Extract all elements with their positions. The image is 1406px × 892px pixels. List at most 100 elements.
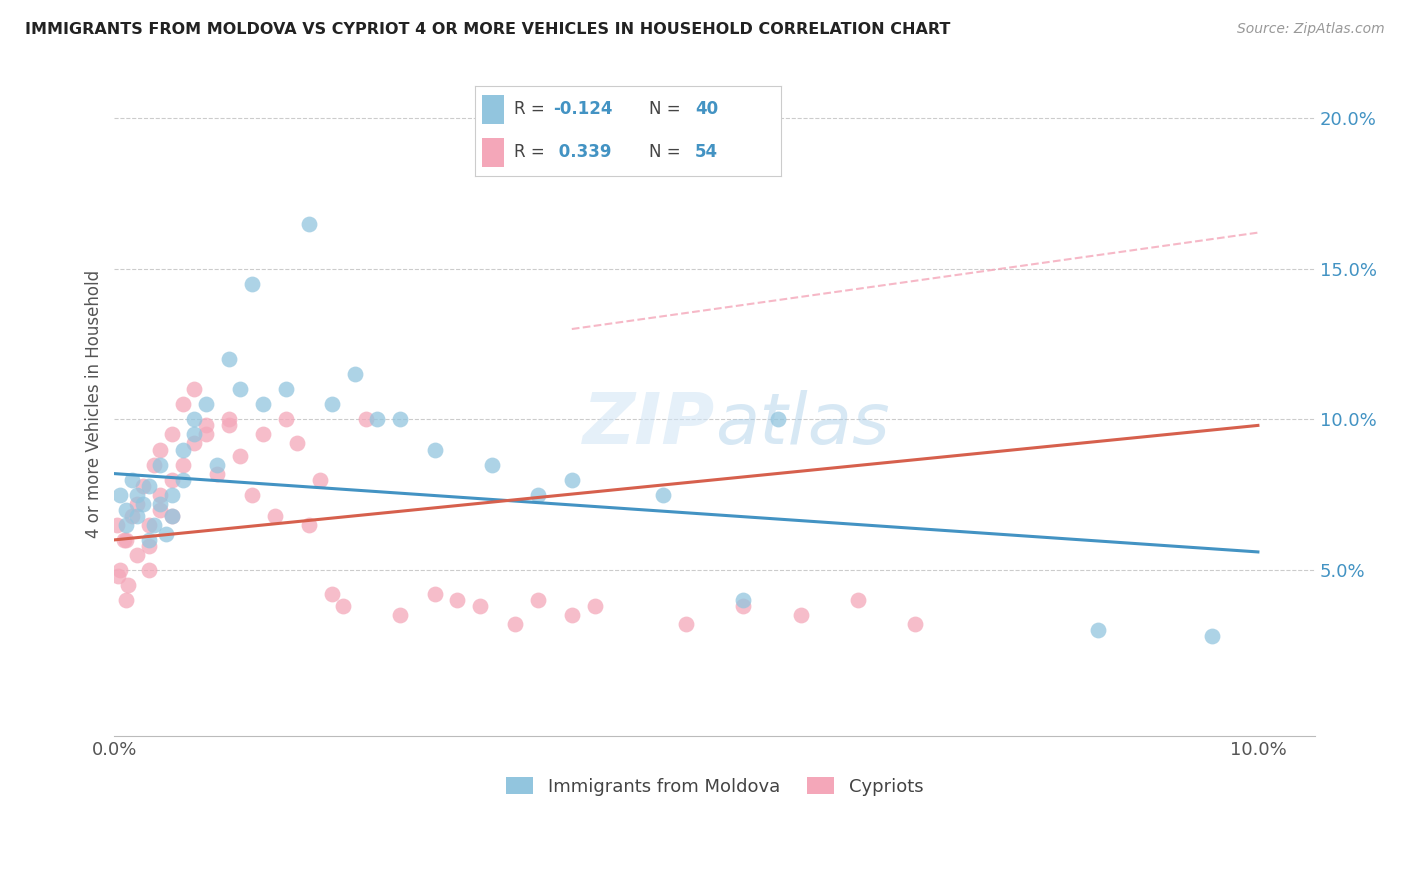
Point bbox=[127, 497, 149, 511]
Point bbox=[108, 563, 131, 577]
Point bbox=[389, 412, 412, 426]
Point bbox=[107, 569, 129, 583]
Point bbox=[263, 508, 285, 523]
Point bbox=[583, 599, 606, 614]
Point bbox=[149, 502, 172, 516]
Text: ZIP: ZIP bbox=[582, 390, 714, 458]
Point bbox=[160, 473, 183, 487]
Point bbox=[561, 608, 583, 623]
Point bbox=[121, 508, 143, 523]
Point bbox=[526, 593, 548, 607]
Point bbox=[112, 533, 135, 547]
Point bbox=[105, 517, 128, 532]
Legend: Immigrants from Moldova, Cypriots: Immigrants from Moldova, Cypriots bbox=[499, 770, 931, 803]
Point bbox=[138, 533, 160, 547]
Point bbox=[470, 599, 492, 614]
Point bbox=[115, 593, 138, 607]
Point bbox=[172, 458, 194, 472]
Point bbox=[1201, 629, 1223, 643]
Point bbox=[138, 517, 160, 532]
Point bbox=[155, 526, 177, 541]
Point bbox=[423, 587, 446, 601]
Point bbox=[218, 412, 240, 426]
Point bbox=[298, 217, 321, 231]
Point bbox=[115, 517, 138, 532]
Text: Source: ZipAtlas.com: Source: ZipAtlas.com bbox=[1237, 22, 1385, 37]
Point bbox=[172, 473, 194, 487]
Point bbox=[252, 397, 274, 411]
Point bbox=[160, 488, 183, 502]
Point bbox=[127, 488, 149, 502]
Point bbox=[332, 599, 354, 614]
Point bbox=[132, 478, 155, 492]
Point bbox=[149, 442, 172, 457]
Point bbox=[526, 488, 548, 502]
Point bbox=[138, 539, 160, 553]
Text: IMMIGRANTS FROM MOLDOVA VS CYPRIOT 4 OR MORE VEHICLES IN HOUSEHOLD CORRELATION C: IMMIGRANTS FROM MOLDOVA VS CYPRIOT 4 OR … bbox=[25, 22, 950, 37]
Point bbox=[207, 467, 229, 481]
Point bbox=[675, 617, 697, 632]
Point bbox=[503, 617, 526, 632]
Point bbox=[343, 368, 366, 382]
Y-axis label: 4 or more Vehicles in Household: 4 or more Vehicles in Household bbox=[86, 270, 103, 539]
Point bbox=[309, 473, 332, 487]
Point bbox=[652, 488, 675, 502]
Point bbox=[423, 442, 446, 457]
Point bbox=[218, 352, 240, 367]
Point bbox=[138, 478, 160, 492]
Point bbox=[160, 427, 183, 442]
Point bbox=[287, 436, 309, 450]
Point bbox=[183, 382, 205, 396]
Point bbox=[389, 608, 412, 623]
Point bbox=[183, 427, 205, 442]
Point bbox=[138, 563, 160, 577]
Point bbox=[229, 449, 252, 463]
Point bbox=[766, 412, 789, 426]
Point bbox=[1087, 624, 1109, 638]
Point bbox=[218, 418, 240, 433]
Point bbox=[321, 587, 343, 601]
Point bbox=[117, 578, 139, 592]
Point bbox=[274, 382, 297, 396]
Point bbox=[108, 488, 131, 502]
Point bbox=[194, 397, 217, 411]
Point bbox=[229, 382, 252, 396]
Point bbox=[846, 593, 869, 607]
Point bbox=[115, 502, 138, 516]
Point bbox=[733, 599, 755, 614]
Point bbox=[481, 458, 503, 472]
Point bbox=[149, 488, 172, 502]
Point bbox=[321, 397, 343, 411]
Point bbox=[160, 508, 183, 523]
Point bbox=[160, 508, 183, 523]
Point bbox=[149, 497, 172, 511]
Point bbox=[143, 517, 166, 532]
Text: atlas: atlas bbox=[714, 390, 890, 458]
Point bbox=[207, 458, 229, 472]
Point bbox=[132, 497, 155, 511]
Point bbox=[127, 548, 149, 562]
Point bbox=[143, 458, 166, 472]
Point bbox=[274, 412, 297, 426]
Point bbox=[127, 508, 149, 523]
Point bbox=[121, 473, 143, 487]
Point bbox=[172, 397, 194, 411]
Point bbox=[733, 593, 755, 607]
Point bbox=[183, 412, 205, 426]
Point bbox=[252, 427, 274, 442]
Point bbox=[354, 412, 377, 426]
Point bbox=[298, 517, 321, 532]
Point bbox=[240, 488, 263, 502]
Point bbox=[115, 533, 138, 547]
Point bbox=[366, 412, 388, 426]
Point bbox=[904, 617, 927, 632]
Point bbox=[194, 427, 217, 442]
Point bbox=[240, 277, 263, 291]
Point bbox=[561, 473, 583, 487]
Point bbox=[183, 436, 205, 450]
Point bbox=[194, 418, 217, 433]
Point bbox=[172, 442, 194, 457]
Point bbox=[149, 458, 172, 472]
Point bbox=[446, 593, 468, 607]
Point bbox=[789, 608, 811, 623]
